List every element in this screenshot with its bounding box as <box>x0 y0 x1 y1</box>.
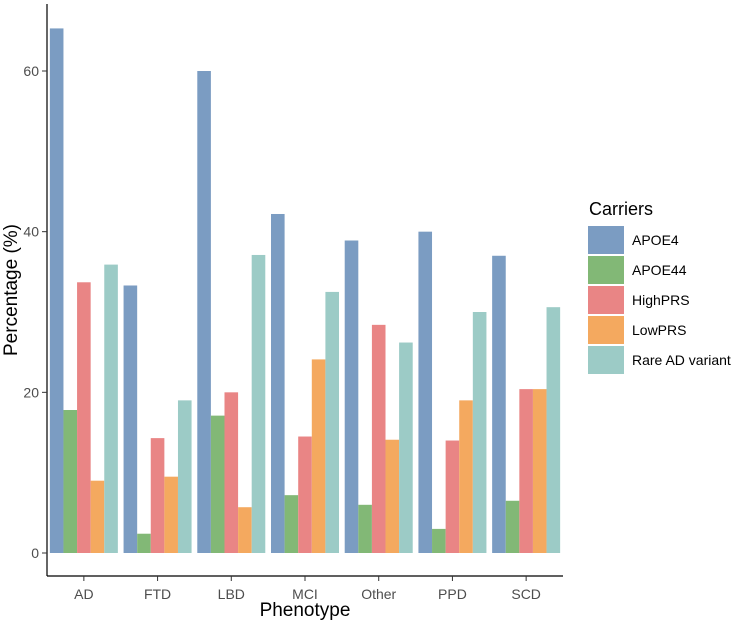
bar-mci-rare-ad-variant <box>325 291 339 553</box>
legend-label: APOE44 <box>632 262 687 278</box>
bar-ad-highprs <box>77 282 91 553</box>
bar-scd-apoe44 <box>505 500 520 553</box>
x-tick-label: PPD <box>438 586 467 602</box>
bar-ftd-lowprs <box>164 476 178 553</box>
bar-ftd-apoe4 <box>123 285 138 553</box>
bar-ad-rare-ad-variant <box>104 264 118 553</box>
bar-mci-apoe44 <box>284 495 299 553</box>
bar-ppd-apoe4 <box>418 231 433 554</box>
legend-key-highprs <box>588 286 624 314</box>
legend-label: APOE4 <box>632 232 679 248</box>
bar-mci-lowprs <box>311 359 326 553</box>
bar-scd-rare-ad-variant <box>546 307 561 553</box>
bar-ppd-apoe44 <box>432 528 446 553</box>
bar-ad-apoe4 <box>49 28 64 554</box>
legend: Carriers APOE4 APOE44 HighPRS LowPRS Rare AD… <box>588 199 731 374</box>
x-tick-label: Other <box>361 586 396 602</box>
y-axis-title: Percentage (%) <box>1 224 22 356</box>
bar-mci-highprs <box>298 436 312 553</box>
x-axis-title: Phenotype <box>260 600 351 621</box>
x-tick-label: MCI <box>292 586 318 602</box>
legend-label: Rare AD variant <box>632 352 731 368</box>
bar-ftd-highprs <box>150 438 165 553</box>
bar-scd-highprs <box>519 389 533 553</box>
bar-other-apoe44 <box>358 504 372 553</box>
bar-lbd-rare-ad-variant <box>251 254 266 553</box>
x-tick-label: AD <box>74 586 93 602</box>
x-tick-label: LBD <box>218 586 245 602</box>
y-ticks: 0 20 40 60 <box>23 63 47 561</box>
bar-lbd-apoe44 <box>210 415 225 553</box>
bar-ad-apoe44 <box>63 410 78 553</box>
bar-scd-apoe4 <box>492 255 506 553</box>
x-ticks: AD FTD LBD MCI Other PPD SCD <box>74 576 541 602</box>
bar-scd-lowprs <box>532 389 547 553</box>
y-tick-label: 0 <box>31 545 39 561</box>
legend-key-apoe44 <box>588 256 624 284</box>
bar-lbd-lowprs <box>238 507 252 553</box>
y-tick-label: 60 <box>23 63 39 79</box>
bar-ppd-rare-ad-variant <box>472 312 487 553</box>
x-tick-label: FTD <box>144 586 171 602</box>
bar-other-apoe4 <box>344 240 359 553</box>
y-tick-label: 40 <box>23 224 39 240</box>
bar-other-highprs <box>371 324 386 553</box>
bar-other-lowprs <box>385 439 400 553</box>
x-tick-label: SCD <box>511 586 541 602</box>
bar-ftd-rare-ad-variant <box>177 400 192 553</box>
legend-key-apoe4 <box>588 226 624 254</box>
y-tick-label: 20 <box>23 384 39 400</box>
legend-label: HighPRS <box>632 292 690 308</box>
bar-ad-lowprs <box>90 480 105 553</box>
legend-key-rare-ad-variant <box>588 346 624 374</box>
bars-layer <box>49 28 561 554</box>
legend-key-lowprs <box>588 316 624 344</box>
bar-lbd-apoe4 <box>197 71 211 553</box>
bar-lbd-highprs <box>224 392 239 553</box>
bar-ppd-highprs <box>445 440 460 553</box>
bar-mci-apoe4 <box>271 213 285 554</box>
bar-ftd-apoe44 <box>137 533 151 553</box>
bar-other-rare-ad-variant <box>399 342 413 553</box>
bar-ppd-lowprs <box>459 400 473 553</box>
legend-label: LowPRS <box>632 322 686 338</box>
legend-title: Carriers <box>589 199 653 219</box>
